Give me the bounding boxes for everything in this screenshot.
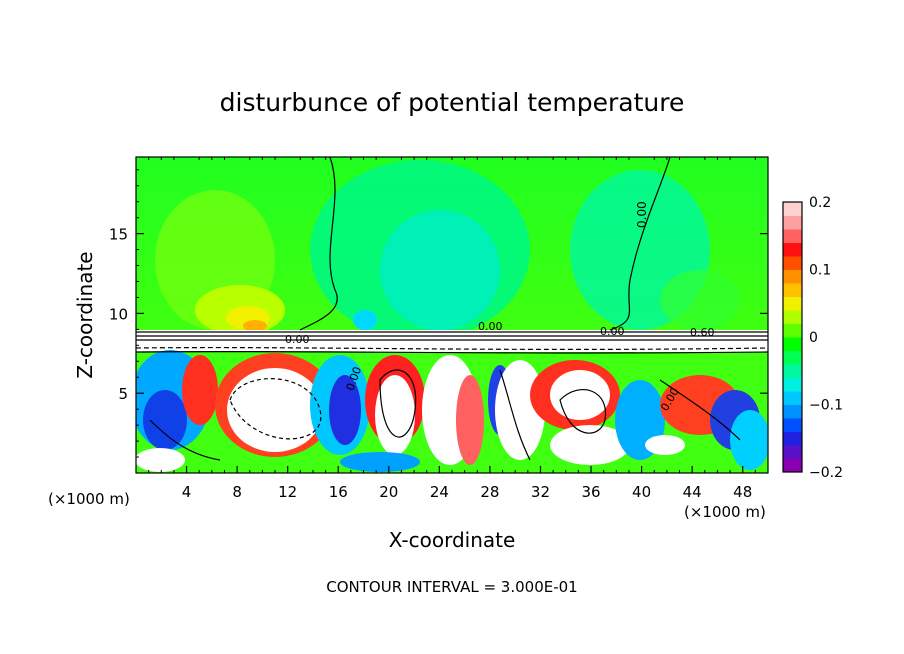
x-tick-label: 48 xyxy=(733,483,752,501)
colorbar-swatch xyxy=(783,364,802,378)
x-tick-label: 32 xyxy=(531,483,550,501)
colorbar-tick-label: 0.1 xyxy=(809,263,831,279)
y-tick-label: 10 xyxy=(109,305,128,323)
colorbar-tick-label: −0.1 xyxy=(809,398,843,414)
contour-label: 0.00 xyxy=(285,333,310,346)
colorbar-swatch xyxy=(783,202,802,216)
colorbar-swatch xyxy=(783,458,802,473)
colorbar-swatch xyxy=(783,377,802,392)
y-tick-label: 5 xyxy=(118,385,128,403)
colorbar-swatch xyxy=(783,229,802,243)
x-tick-label: 20 xyxy=(379,483,398,501)
y-axis: 5 10 15 xyxy=(109,169,768,458)
colorbar-swatch xyxy=(783,418,802,432)
contour-interval-note: CONTOUR INTERVAL = 3.000E-01 xyxy=(326,578,577,596)
colorbar-swatch xyxy=(783,431,802,446)
x-axis: 4 8 12 16 20 24 28 32 36 40 44 48 xyxy=(148,157,756,501)
colorbar-swatch xyxy=(783,445,802,459)
colorbar-swatch xyxy=(783,404,802,419)
colorbar-swatch xyxy=(783,269,802,284)
colorbar-swatch xyxy=(783,323,802,338)
color-field xyxy=(136,157,768,473)
y-tick-label: 15 xyxy=(109,226,128,244)
contour-label: 0.00 xyxy=(478,320,503,333)
chart-title: disturbunce of potential temperature xyxy=(220,88,685,117)
colorbar-swatch xyxy=(783,296,802,311)
colorbar-tick-label: −0.2 xyxy=(809,465,843,481)
x-tick-label: 28 xyxy=(480,483,499,501)
y-axis-title: Z-coordinate xyxy=(73,251,97,378)
colorbar-swatch xyxy=(783,391,802,405)
x-tick-label: 44 xyxy=(683,483,702,501)
x-tick-label: 16 xyxy=(329,483,348,501)
x-unit-label-right: (×1000 m) xyxy=(684,503,766,521)
x-tick-label: 24 xyxy=(430,483,449,501)
x-tick-label: 4 xyxy=(182,483,192,501)
x-unit-label-left: (×1000 m) xyxy=(48,490,130,508)
contour-label: 0.00 xyxy=(635,201,649,228)
x-axis-title: X-coordinate xyxy=(389,528,516,552)
colorbar-swatch xyxy=(783,283,802,297)
x-tick-label: 8 xyxy=(232,483,242,501)
colorbar-swatch xyxy=(783,256,802,270)
colorbar-tick-label: 0 xyxy=(809,330,818,346)
colorbar-frame xyxy=(782,201,803,473)
x-tick-label: 36 xyxy=(581,483,600,501)
colorbar-tick-label: 0.2 xyxy=(809,195,831,211)
x-tick-label: 40 xyxy=(632,483,651,501)
x-tick-label: 12 xyxy=(278,483,297,501)
colorbar-swatch xyxy=(783,215,802,230)
colorbar: 0.2 0.1 0 −0.1 −0.2 xyxy=(782,195,843,481)
colorbar-swatch xyxy=(783,242,802,257)
contour-label: 0.00 xyxy=(600,325,625,338)
contour-lines xyxy=(136,157,768,461)
colorbar-swatch xyxy=(783,350,802,365)
contour-label: 0.60 xyxy=(690,326,715,339)
colorbar-swatch xyxy=(783,310,802,324)
colorbar-swatch xyxy=(783,337,802,351)
